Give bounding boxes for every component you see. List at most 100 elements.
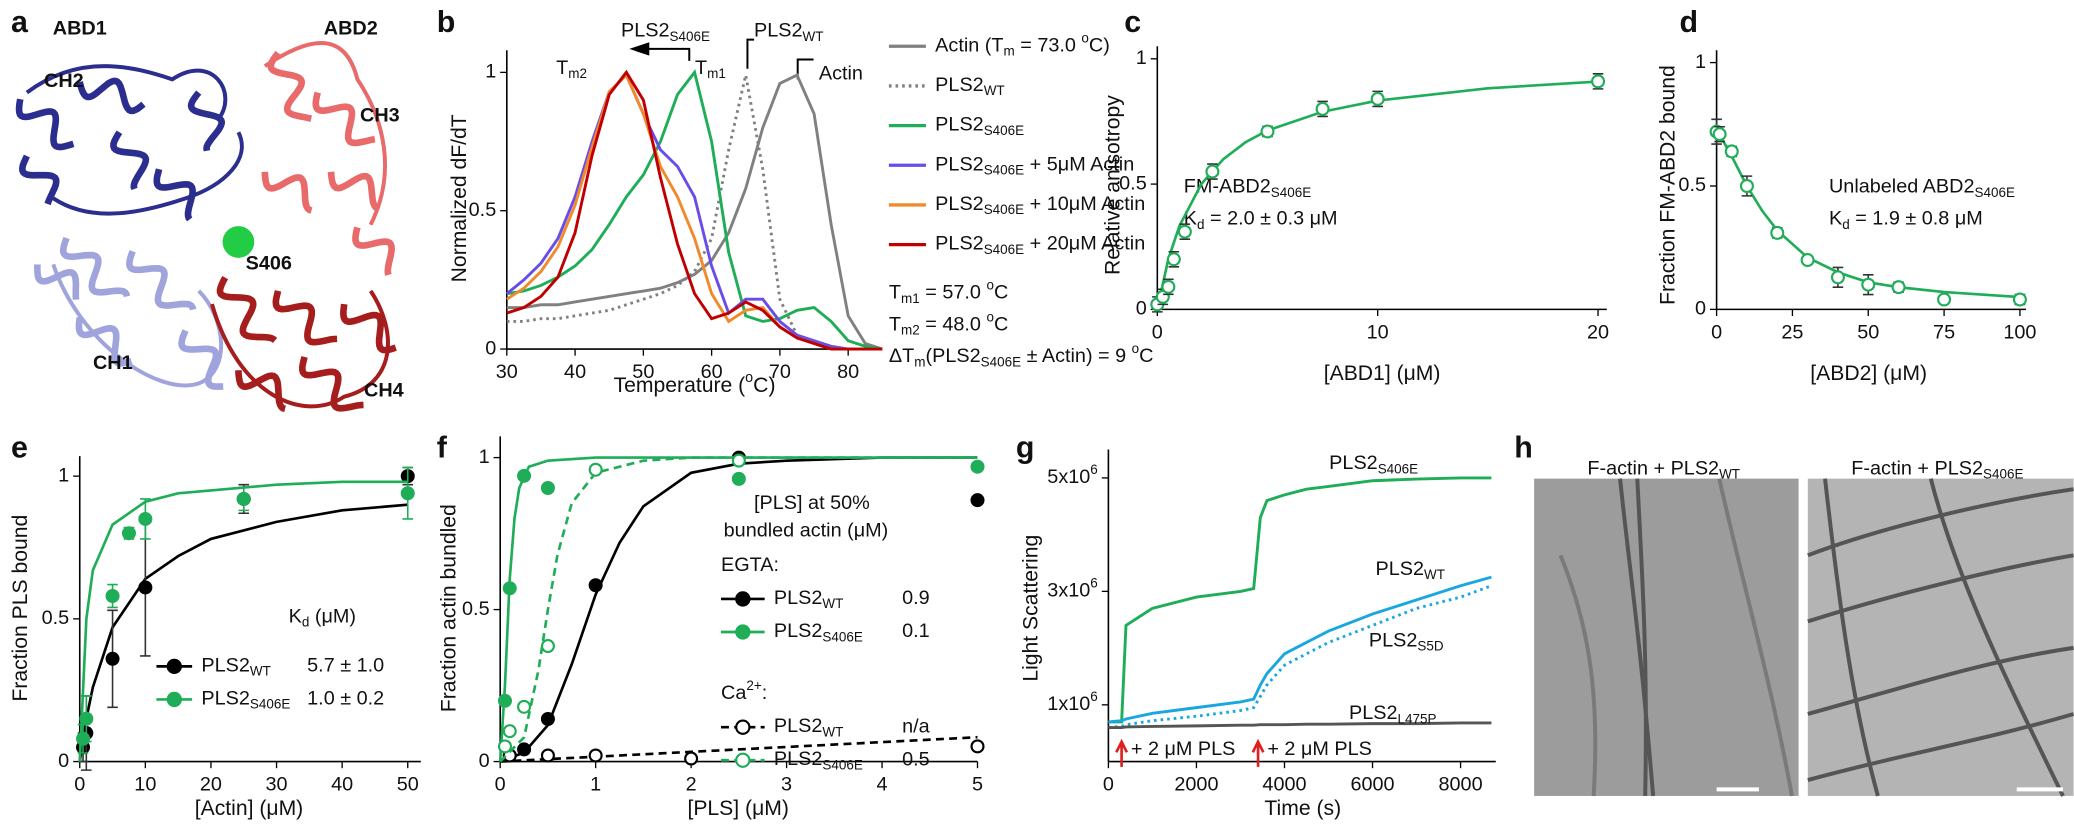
text-part: S406E bbox=[822, 629, 862, 644]
point bbox=[731, 453, 746, 468]
structure-label: CH4 bbox=[364, 380, 404, 402]
point bbox=[588, 578, 603, 593]
x-tick-label: 20 bbox=[200, 774, 222, 796]
y-tick-label: 1 bbox=[485, 61, 496, 83]
y-tick-label: 0 bbox=[1695, 298, 1706, 320]
y-tick-label: 0 bbox=[58, 750, 69, 772]
x-axis-label: Time (s) bbox=[1264, 797, 1341, 820]
legend-label: PLS2S406E + 20μM Actin bbox=[935, 233, 1145, 257]
point bbox=[1770, 225, 1785, 240]
helix bbox=[340, 303, 397, 354]
point bbox=[236, 491, 251, 506]
text-part: T bbox=[889, 313, 901, 335]
text-part: S406E bbox=[822, 757, 862, 772]
panel-label: h bbox=[1514, 431, 1533, 465]
text-part: o bbox=[1132, 341, 1140, 356]
point bbox=[502, 724, 517, 739]
text-part: o bbox=[1081, 30, 1089, 45]
series-line bbox=[78, 503, 408, 762]
text-part: PLS2 bbox=[935, 114, 984, 136]
point bbox=[517, 468, 532, 483]
text-part: + 20μM Actin bbox=[1024, 233, 1145, 255]
coil bbox=[25, 64, 228, 121]
point bbox=[588, 462, 603, 477]
legend-label: PLS2S406E bbox=[201, 688, 290, 712]
x-tick-label: 25 bbox=[1781, 321, 1803, 343]
panel-label: b bbox=[437, 5, 456, 39]
series-line bbox=[499, 456, 978, 763]
y-tick-label: 0 bbox=[1136, 298, 1147, 320]
series-label: PLS2S5D bbox=[1369, 629, 1444, 653]
text-part: T bbox=[889, 282, 901, 304]
series-line bbox=[1108, 476, 1492, 724]
text-part: WT bbox=[1424, 567, 1445, 582]
text-part: PLS2 bbox=[935, 154, 984, 176]
text-part: o bbox=[986, 277, 994, 292]
structure-label: S406 bbox=[246, 253, 292, 275]
text-part: d bbox=[1197, 216, 1205, 231]
bracket bbox=[796, 58, 814, 80]
helix bbox=[272, 290, 338, 346]
y-tick-label: 0.5 bbox=[42, 607, 70, 629]
panel-label: g bbox=[1016, 431, 1035, 465]
text-part: S406E bbox=[984, 162, 1024, 177]
text-part: m1 bbox=[707, 66, 726, 81]
coil bbox=[263, 40, 388, 226]
annotation: EGTA: bbox=[721, 554, 779, 576]
text-part: PLS2 bbox=[201, 655, 250, 677]
x-tick-label: 3 bbox=[781, 774, 792, 796]
series-line bbox=[506, 69, 883, 351]
point bbox=[970, 739, 985, 754]
panel-label: e bbox=[11, 431, 28, 465]
point bbox=[105, 589, 120, 604]
annotation: Tm1 bbox=[695, 57, 726, 81]
y-tick-label: 0 bbox=[479, 750, 490, 772]
text-part: C) bbox=[753, 374, 775, 397]
legend-label: PLS2WT bbox=[201, 655, 270, 679]
point bbox=[731, 471, 746, 486]
image-title: F-actin + PLS2WT bbox=[1587, 458, 1740, 482]
text-part: PLS2 bbox=[774, 620, 823, 642]
text-part: K bbox=[289, 606, 302, 628]
x-tick-label: 0 bbox=[1103, 774, 1114, 796]
helix bbox=[352, 226, 395, 276]
y-tick-label: 0.5 bbox=[462, 598, 490, 620]
series-line bbox=[506, 69, 883, 351]
point bbox=[105, 651, 120, 666]
annotation: Kd = 1.9 ± 0.8 μM bbox=[1829, 208, 1983, 232]
text-part: m bbox=[1004, 43, 1015, 58]
helix bbox=[59, 236, 131, 298]
text-part: d bbox=[1842, 216, 1850, 231]
text-part: Unlabeled ABD2 bbox=[1829, 176, 1975, 198]
helix bbox=[125, 250, 197, 311]
x-axis-label: Temperature (oC) bbox=[614, 370, 776, 397]
y-axis-label: Relative anisotropy bbox=[1101, 95, 1124, 275]
point bbox=[1937, 292, 1952, 307]
helix bbox=[216, 276, 278, 343]
panel-label: a bbox=[11, 5, 29, 39]
series-line bbox=[506, 72, 883, 351]
text-part: L475P bbox=[1398, 711, 1437, 726]
legend-marker bbox=[735, 624, 751, 640]
point bbox=[517, 742, 532, 757]
legend-label: PLS2WT bbox=[774, 587, 843, 611]
text-part: PLS2 bbox=[935, 74, 984, 96]
event-label: + 2 μM PLS bbox=[1267, 738, 1372, 760]
text-part: (PLS2 bbox=[926, 345, 981, 367]
helix bbox=[298, 356, 364, 412]
helix bbox=[327, 171, 379, 211]
text-part: F-actin + PLS2 bbox=[1587, 458, 1719, 480]
legend-marker bbox=[166, 691, 182, 708]
point bbox=[1161, 279, 1176, 294]
y-tick-label: 5x106 bbox=[1047, 462, 1098, 489]
text-part: PLS2 bbox=[935, 193, 984, 215]
y-axis-label: Fraction actin bundled bbox=[438, 504, 461, 712]
series-line bbox=[78, 480, 408, 762]
legend-label: PLS2WT bbox=[935, 74, 1004, 98]
point bbox=[1205, 164, 1220, 179]
y-tick-label: 1 bbox=[1695, 51, 1706, 73]
point bbox=[540, 712, 555, 727]
helix bbox=[110, 130, 150, 191]
point bbox=[497, 693, 512, 708]
fiber bbox=[1807, 487, 2074, 558]
